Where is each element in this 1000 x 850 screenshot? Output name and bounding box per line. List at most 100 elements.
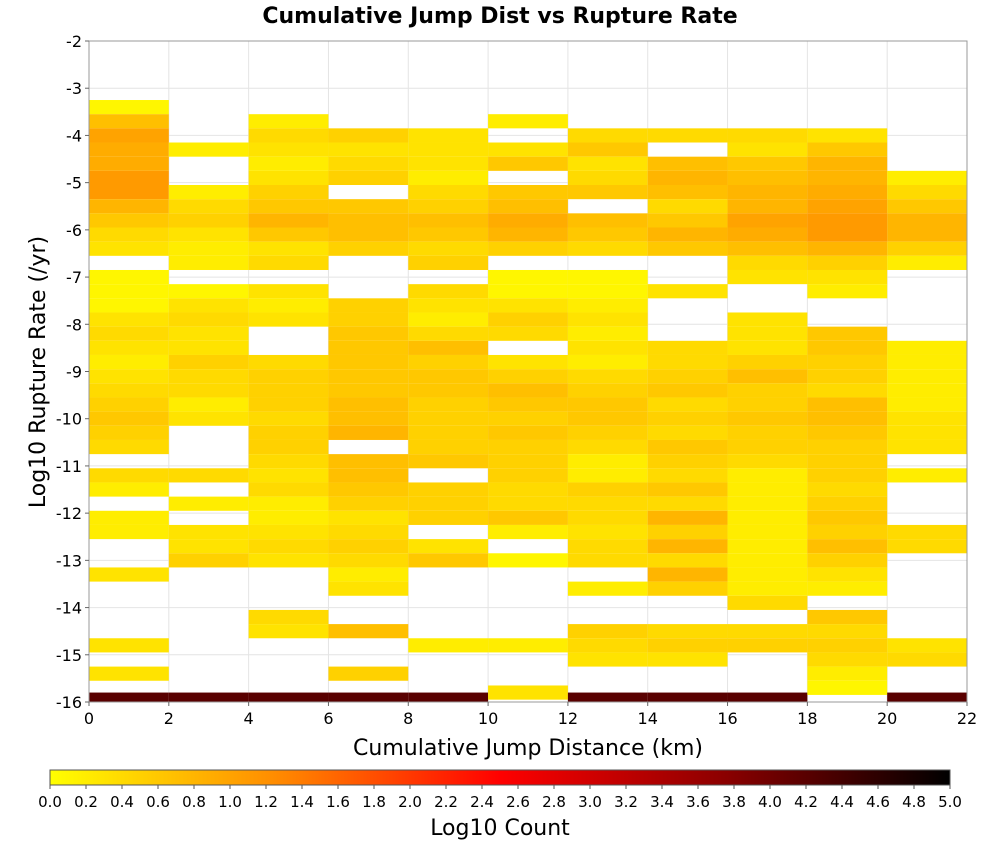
heatmap-cell: [647, 439, 728, 455]
colorbar-tick-label: 3.2: [614, 793, 638, 811]
heatmap-cell: [647, 468, 728, 483]
heatmap-cell: [567, 692, 648, 702]
heatmap-cell: [248, 510, 329, 525]
heatmap-cell: [647, 496, 728, 511]
heatmap-cell: [488, 638, 568, 653]
x-tick-label: 14: [638, 709, 658, 728]
colorbar-tick-label: 4.0: [758, 793, 782, 811]
heatmap-cell: [328, 567, 409, 582]
heatmap-cell: [727, 624, 808, 639]
heatmap-cell: [168, 468, 249, 483]
x-tick-label: 2: [164, 709, 174, 728]
heatmap-cell: [567, 524, 648, 540]
x-tick-label: 8: [403, 709, 413, 728]
heatmap-cell: [807, 354, 888, 370]
heatmap-cell: [89, 510, 169, 525]
heatmap-cell: [727, 213, 808, 228]
heatmap-cell: [647, 170, 728, 186]
heatmap-cell: [89, 312, 169, 327]
colorbar-tick-label: 0.8: [182, 793, 206, 811]
heatmap-cell: [807, 454, 888, 469]
heatmap-cell: [727, 199, 808, 214]
heatmap-cell: [89, 170, 169, 186]
heatmap-cell: [488, 185, 568, 200]
x-tick-label: 22: [957, 709, 977, 728]
heatmap-cell: [488, 269, 568, 285]
heatmap-cell: [727, 468, 808, 483]
heatmap-cell: [807, 383, 888, 398]
heatmap-cell: [887, 369, 967, 384]
heatmap-cell: [727, 692, 808, 702]
heatmap-cell: [248, 114, 329, 129]
heatmap-cell: [567, 284, 648, 299]
heatmap-cell: [647, 213, 728, 228]
x-tick-label: 20: [877, 709, 897, 728]
heatmap-cell: [647, 454, 728, 469]
heatmap-cell: [168, 383, 249, 398]
heatmap-cell: [248, 255, 329, 270]
heatmap-cell: [887, 468, 967, 483]
heatmap-cell: [567, 411, 648, 426]
heatmap-cell: [408, 284, 489, 299]
heatmap-cell: [89, 340, 169, 355]
heatmap-cell: [567, 312, 648, 327]
heatmap-cell: [328, 340, 409, 355]
heatmap-cell: [727, 170, 808, 186]
heatmap-cell: [647, 524, 728, 540]
heatmap-cell: [488, 383, 568, 398]
heatmap-cell: [328, 326, 409, 341]
heatmap-cell: [488, 284, 568, 299]
heatmap-cell: [567, 241, 648, 256]
heatmap-cell: [408, 241, 489, 256]
heatmap-cell: [248, 411, 329, 426]
heatmap-cell: [488, 199, 568, 214]
heatmap-cell: [727, 553, 808, 568]
heatmap-cell: [248, 199, 329, 214]
heatmap-cell: [488, 114, 568, 129]
heatmap-cell: [89, 369, 169, 384]
heatmap-cell: [807, 524, 888, 540]
heatmap-cell: [89, 482, 169, 497]
heatmap-cell: [647, 397, 728, 412]
heatmap-cell: [408, 354, 489, 370]
heatmap-cell: [807, 609, 888, 625]
heatmap-cell: [887, 255, 967, 270]
x-tick-label: 10: [478, 709, 498, 728]
heatmap-cell: [168, 213, 249, 228]
heatmap-cell: [408, 156, 489, 171]
heatmap-cell: [727, 255, 808, 270]
heatmap-cell: [488, 156, 568, 171]
heatmap-cell: [168, 553, 249, 568]
heatmap-cell: [408, 199, 489, 214]
heatmap-cell: [488, 482, 568, 497]
heatmap-cell: [89, 284, 169, 299]
heatmap-cell: [488, 213, 568, 228]
colorbar-tick-label: 0.0: [38, 793, 62, 811]
heatmap-cell: [168, 298, 249, 313]
heatmap-cell: [727, 269, 808, 285]
heatmap-cell: [807, 269, 888, 285]
heatmap-cell: [488, 397, 568, 412]
heatmap-cell: [807, 539, 888, 554]
heatmap-cell: [807, 439, 888, 455]
heatmap-cell: [488, 685, 568, 700]
heatmap-cell: [89, 567, 169, 582]
heatmap-cell: [727, 595, 808, 610]
heatmap-cell: [248, 312, 329, 327]
heatmap-cell: [89, 114, 169, 129]
heatmap-cell: [647, 383, 728, 398]
heatmap-cell: [168, 284, 249, 299]
heatmap-cell: [248, 496, 329, 511]
y-tick-label: -11: [56, 457, 82, 476]
colorbar-tick-label: 1.4: [290, 793, 314, 811]
heatmap-cell: [328, 354, 409, 370]
heatmap-cell: [408, 692, 489, 702]
heatmap-cell: [408, 454, 489, 469]
heatmap-cell: [328, 624, 409, 639]
heatmap-cell: [248, 298, 329, 313]
heatmap-cell: [647, 624, 728, 639]
heatmap-cell: [328, 397, 409, 412]
heatmap-cell: [248, 142, 329, 157]
heatmap-cell: [567, 128, 648, 143]
y-tick-label: -10: [56, 410, 82, 429]
